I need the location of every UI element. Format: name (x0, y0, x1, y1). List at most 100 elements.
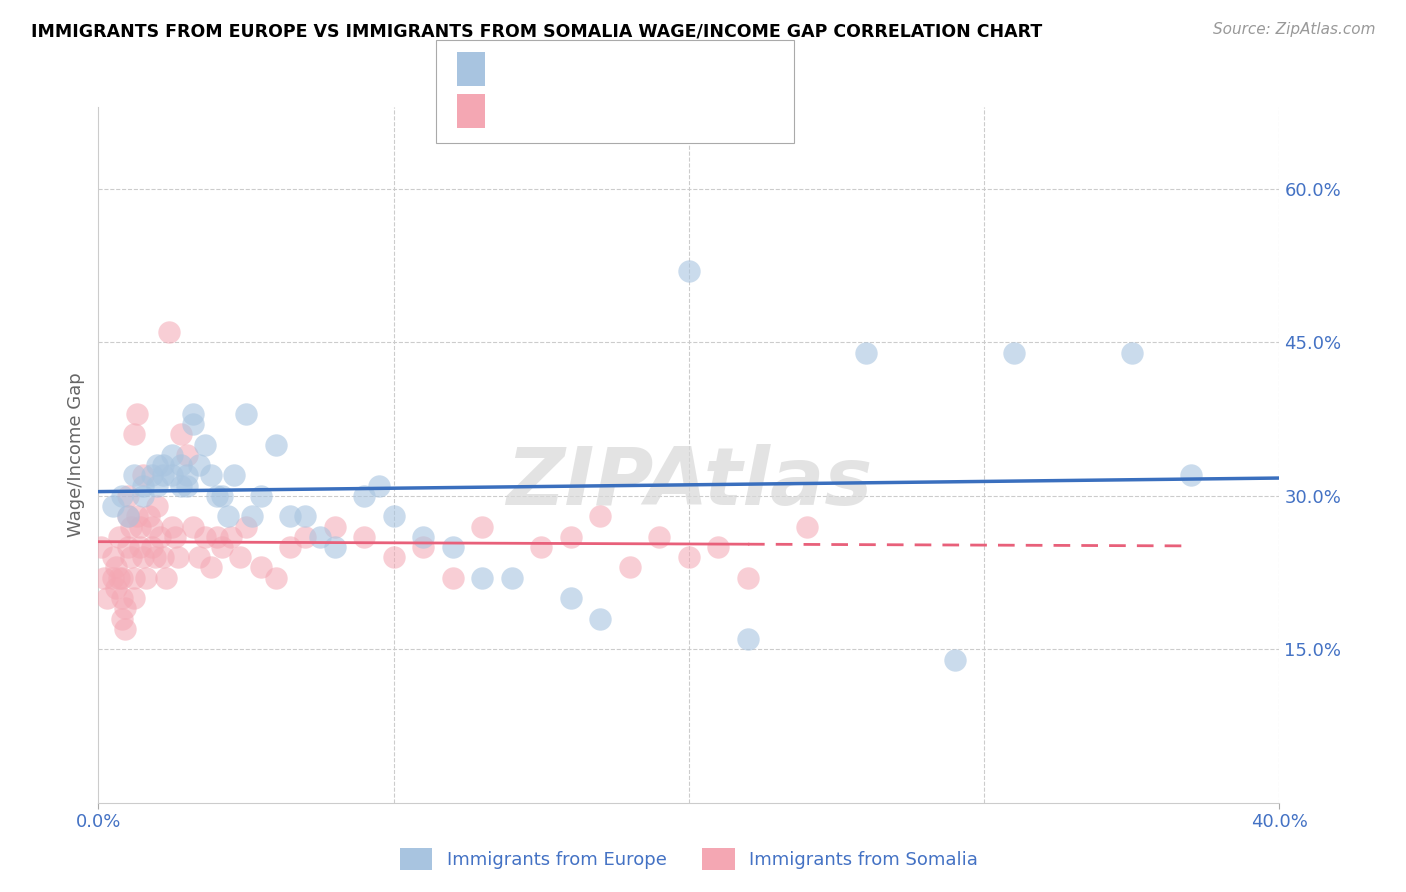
Point (111, 591, 134, 606)
Point (170, 478, 193, 492)
Text: Source: ZipAtlas.com: Source: ZipAtlas.com (1212, 22, 1375, 37)
Point (138, 509, 160, 524)
Point (176, 448, 198, 462)
Point (589, 509, 612, 524)
Point (737, 632, 759, 646)
Point (152, 468, 174, 483)
Point (619, 560, 641, 574)
Point (1002, 345, 1025, 359)
Point (309, 530, 332, 544)
Point (441, 571, 464, 585)
Point (103, 550, 125, 565)
Text: N =: N = (605, 56, 657, 75)
Point (146, 499, 169, 513)
Point (678, 550, 700, 565)
Point (108, 571, 131, 585)
Point (152, 550, 174, 565)
Point (200, 468, 222, 483)
Point (205, 489, 228, 503)
Point (122, 591, 145, 606)
Point (280, 509, 302, 524)
Point (141, 519, 163, 533)
Point (855, 345, 877, 359)
Point (181, 407, 204, 421)
Text: 0.050: 0.050 (538, 99, 595, 117)
Point (149, 530, 172, 544)
Point (217, 509, 239, 524)
Y-axis label: Wage/Income Gap: Wage/Income Gap (66, 373, 84, 537)
Point (530, 540, 553, 554)
Text: 0.170: 0.170 (538, 56, 595, 75)
Point (128, 540, 150, 554)
Point (103, 499, 125, 513)
Point (111, 571, 134, 585)
Point (235, 519, 257, 533)
Point (108, 530, 131, 544)
Point (382, 550, 405, 565)
Point (125, 407, 148, 421)
Point (441, 540, 464, 554)
Point (678, 264, 700, 278)
Point (170, 427, 193, 442)
Point (117, 540, 139, 554)
Point (353, 489, 375, 503)
Point (128, 519, 150, 533)
Point (205, 530, 228, 544)
Point (114, 622, 136, 636)
Point (194, 530, 217, 544)
Point (96, 591, 118, 606)
Point (141, 540, 163, 554)
Point (412, 540, 434, 554)
Point (120, 519, 142, 533)
Point (176, 478, 198, 492)
Point (167, 550, 190, 565)
Point (103, 571, 125, 585)
Point (323, 540, 346, 554)
Point (943, 652, 966, 666)
Point (141, 468, 163, 483)
Point (211, 489, 233, 503)
Point (93, 571, 115, 585)
Point (221, 530, 243, 544)
Point (122, 427, 145, 442)
Point (589, 612, 612, 626)
Point (194, 438, 217, 452)
Text: R =: R = (499, 99, 538, 117)
Point (323, 519, 346, 533)
Point (132, 489, 155, 503)
Point (111, 612, 134, 626)
Point (294, 530, 316, 544)
Point (117, 509, 139, 524)
Point (135, 571, 157, 585)
Point (181, 519, 204, 533)
Point (737, 571, 759, 585)
Point (155, 571, 177, 585)
Point (157, 325, 180, 339)
Point (382, 509, 405, 524)
Point (162, 448, 183, 462)
Point (368, 478, 391, 492)
Point (117, 489, 139, 503)
Point (132, 468, 155, 483)
Point (294, 509, 316, 524)
Point (165, 530, 187, 544)
Text: N =: N = (605, 99, 657, 117)
Point (181, 417, 204, 432)
Point (143, 550, 166, 565)
Point (114, 601, 136, 615)
Point (471, 519, 494, 533)
Point (152, 458, 174, 472)
Point (146, 458, 169, 472)
Point (648, 530, 671, 544)
Point (240, 509, 263, 524)
Point (353, 530, 375, 544)
Point (162, 519, 183, 533)
Point (501, 571, 523, 585)
Point (111, 489, 134, 503)
Point (125, 509, 148, 524)
Point (264, 438, 287, 452)
Point (162, 468, 183, 483)
Point (235, 407, 257, 421)
Point (264, 571, 287, 585)
Point (560, 530, 582, 544)
